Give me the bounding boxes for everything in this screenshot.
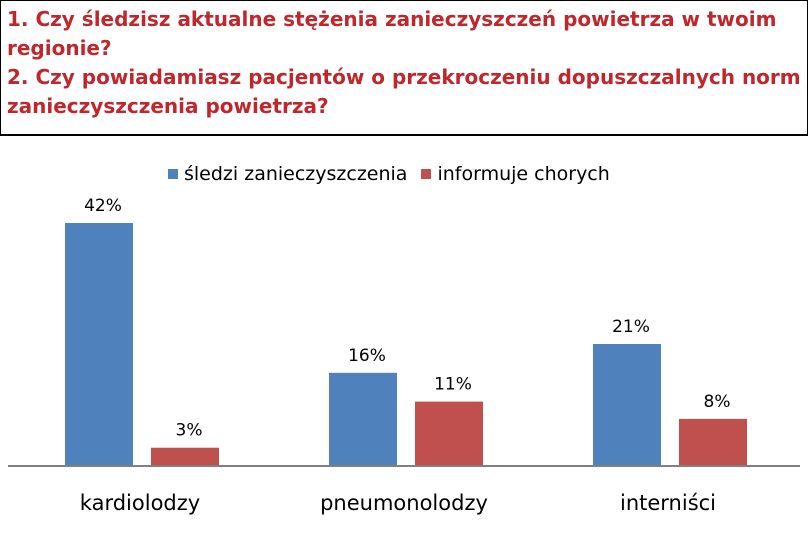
bar-kardiolodzy-series-1 bbox=[65, 223, 133, 465]
question-header: 1. Czy śledzisz aktualne stężenia zaniec… bbox=[0, 0, 808, 136]
legend-swatch-series-1 bbox=[168, 169, 178, 179]
x-tick-label-kardiolodzy: kardiolodzy bbox=[80, 491, 200, 515]
bar-interniści-series-1 bbox=[593, 344, 661, 465]
chart-legend: śledzi zanieczyszczenia informuje choryc… bbox=[168, 163, 624, 185]
data-label-pneumonolodzy-series-1: 16% bbox=[348, 346, 386, 366]
legend-item-series-2: informuje chorych bbox=[421, 163, 610, 185]
legend-label-series-2: informuje chorych bbox=[437, 163, 610, 185]
bar-pneumonolodzy-series-1 bbox=[329, 372, 397, 465]
question-1: 1. Czy śledzisz aktualne stężenia zaniec… bbox=[7, 7, 777, 60]
legend-swatch-series-2 bbox=[421, 169, 432, 179]
data-label-interniści-series-1: 21% bbox=[612, 317, 650, 337]
bar-pneumonolodzy-series-2 bbox=[415, 401, 483, 465]
data-label-pneumonolodzy-series-2: 11% bbox=[434, 375, 472, 395]
bar-interniści-series-2 bbox=[679, 418, 747, 465]
data-label-interniści-series-2: 8% bbox=[704, 392, 731, 412]
legend-item-series-1: śledzi zanieczyszczenia bbox=[168, 163, 407, 185]
data-label-kardiolodzy-series-1: 42% bbox=[84, 196, 122, 216]
x-tick-label-pneumonolodzy: pneumonolodzy bbox=[320, 491, 488, 515]
data-label-kardiolodzy-series-2: 3% bbox=[176, 421, 203, 441]
x-tick-label-interniści: interniści bbox=[620, 491, 716, 515]
bar-kardiolodzy-series-2 bbox=[151, 447, 219, 465]
legend-label-series-1: śledzi zanieczyszczenia bbox=[184, 163, 408, 185]
question-2: 2. Czy powiadamiasz pacjentów o przekroc… bbox=[7, 65, 801, 118]
